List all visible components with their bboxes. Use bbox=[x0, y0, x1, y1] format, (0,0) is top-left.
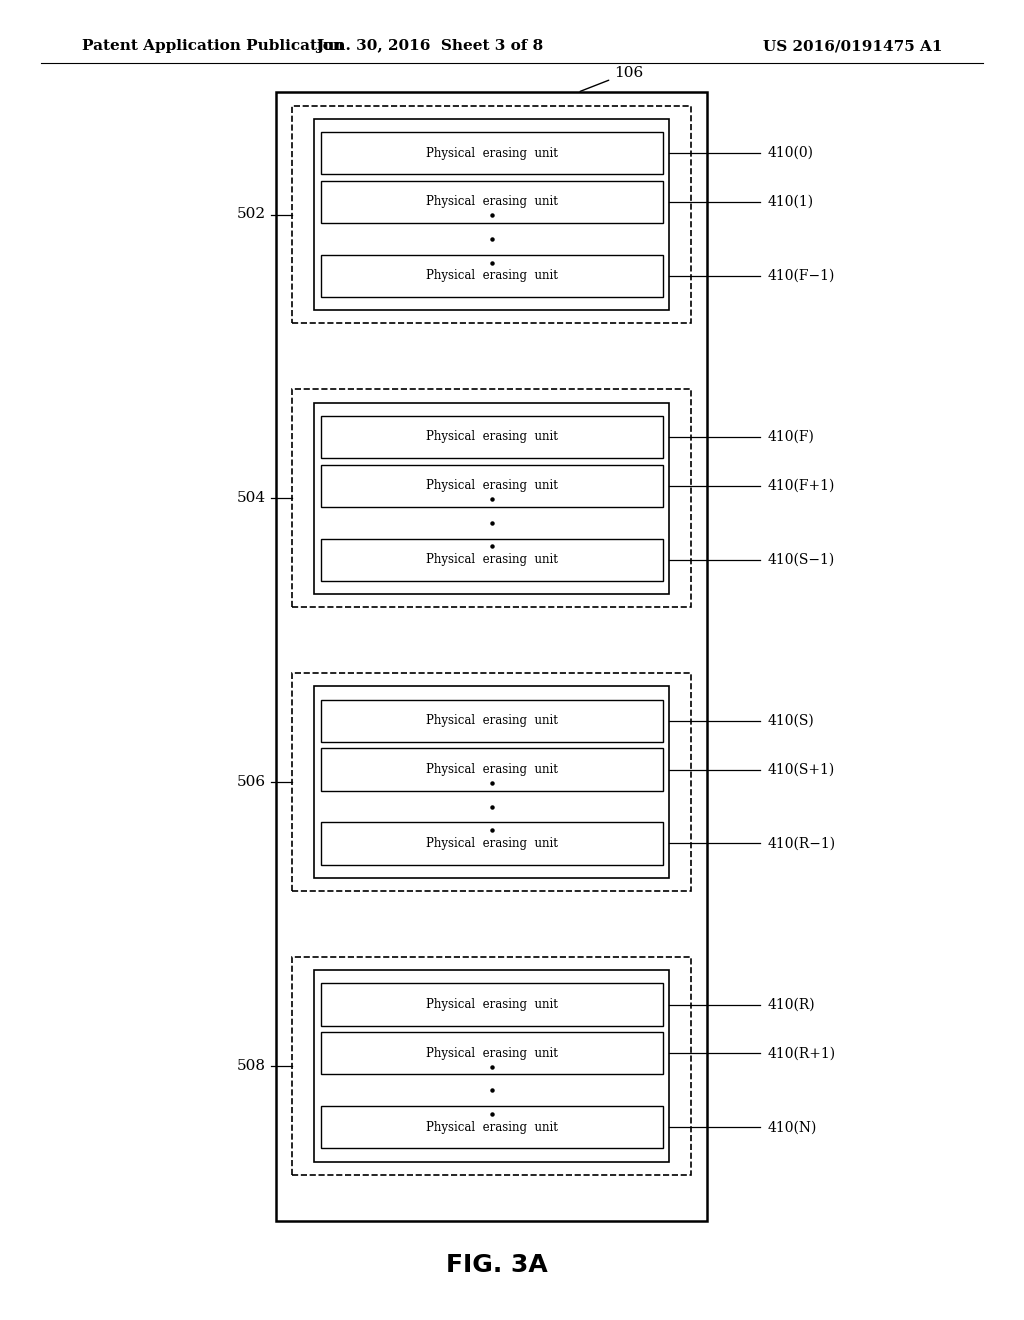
Text: 504: 504 bbox=[238, 491, 266, 506]
FancyBboxPatch shape bbox=[314, 686, 669, 878]
FancyBboxPatch shape bbox=[292, 389, 691, 607]
Text: Physical  erasing  unit: Physical erasing unit bbox=[426, 714, 557, 727]
Text: 410(S): 410(S) bbox=[768, 714, 815, 727]
Text: 508: 508 bbox=[238, 1059, 266, 1073]
Text: Jun. 30, 2016  Sheet 3 of 8: Jun. 30, 2016 Sheet 3 of 8 bbox=[316, 40, 544, 53]
FancyBboxPatch shape bbox=[321, 539, 663, 581]
Text: 410(R−1): 410(R−1) bbox=[768, 837, 837, 850]
Text: Physical  erasing  unit: Physical erasing unit bbox=[426, 998, 557, 1011]
FancyBboxPatch shape bbox=[321, 132, 663, 174]
Text: 410(S−1): 410(S−1) bbox=[768, 553, 836, 566]
Text: Physical  erasing  unit: Physical erasing unit bbox=[426, 147, 557, 160]
Text: 410(S+1): 410(S+1) bbox=[768, 763, 836, 776]
FancyBboxPatch shape bbox=[314, 119, 669, 310]
Text: Physical  erasing  unit: Physical erasing unit bbox=[426, 1047, 557, 1060]
Text: 410(0): 410(0) bbox=[768, 147, 814, 160]
Text: Physical  erasing  unit: Physical erasing unit bbox=[426, 837, 557, 850]
Text: Physical  erasing  unit: Physical erasing unit bbox=[426, 430, 557, 444]
FancyBboxPatch shape bbox=[292, 106, 691, 323]
Text: Physical  erasing  unit: Physical erasing unit bbox=[426, 553, 557, 566]
Text: FIG. 3A: FIG. 3A bbox=[445, 1253, 548, 1276]
Text: Patent Application Publication: Patent Application Publication bbox=[82, 40, 344, 53]
Text: 410(R): 410(R) bbox=[768, 998, 816, 1011]
FancyBboxPatch shape bbox=[321, 822, 663, 865]
Text: 410(1): 410(1) bbox=[768, 195, 814, 209]
FancyBboxPatch shape bbox=[321, 1032, 663, 1074]
FancyBboxPatch shape bbox=[321, 416, 663, 458]
Text: 506: 506 bbox=[238, 775, 266, 789]
Text: 410(F): 410(F) bbox=[768, 430, 815, 444]
Text: 502: 502 bbox=[238, 207, 266, 222]
Text: Physical  erasing  unit: Physical erasing unit bbox=[426, 1121, 557, 1134]
Text: Physical  erasing  unit: Physical erasing unit bbox=[426, 479, 557, 492]
Text: 410(F+1): 410(F+1) bbox=[768, 479, 836, 492]
Text: Physical  erasing  unit: Physical erasing unit bbox=[426, 269, 557, 282]
FancyBboxPatch shape bbox=[321, 465, 663, 507]
Text: Physical  erasing  unit: Physical erasing unit bbox=[426, 763, 557, 776]
FancyBboxPatch shape bbox=[321, 983, 663, 1026]
FancyBboxPatch shape bbox=[314, 403, 669, 594]
FancyBboxPatch shape bbox=[314, 970, 669, 1162]
Text: 410(R+1): 410(R+1) bbox=[768, 1047, 837, 1060]
FancyBboxPatch shape bbox=[321, 700, 663, 742]
FancyBboxPatch shape bbox=[292, 957, 691, 1175]
FancyBboxPatch shape bbox=[321, 181, 663, 223]
Text: US 2016/0191475 A1: US 2016/0191475 A1 bbox=[763, 40, 942, 53]
FancyBboxPatch shape bbox=[321, 1106, 663, 1148]
FancyBboxPatch shape bbox=[321, 255, 663, 297]
FancyBboxPatch shape bbox=[276, 92, 707, 1221]
FancyBboxPatch shape bbox=[292, 673, 691, 891]
Text: 106: 106 bbox=[614, 66, 644, 79]
Text: 410(F−1): 410(F−1) bbox=[768, 269, 836, 282]
Text: 410(N): 410(N) bbox=[768, 1121, 817, 1134]
Text: Physical  erasing  unit: Physical erasing unit bbox=[426, 195, 557, 209]
FancyBboxPatch shape bbox=[321, 748, 663, 791]
